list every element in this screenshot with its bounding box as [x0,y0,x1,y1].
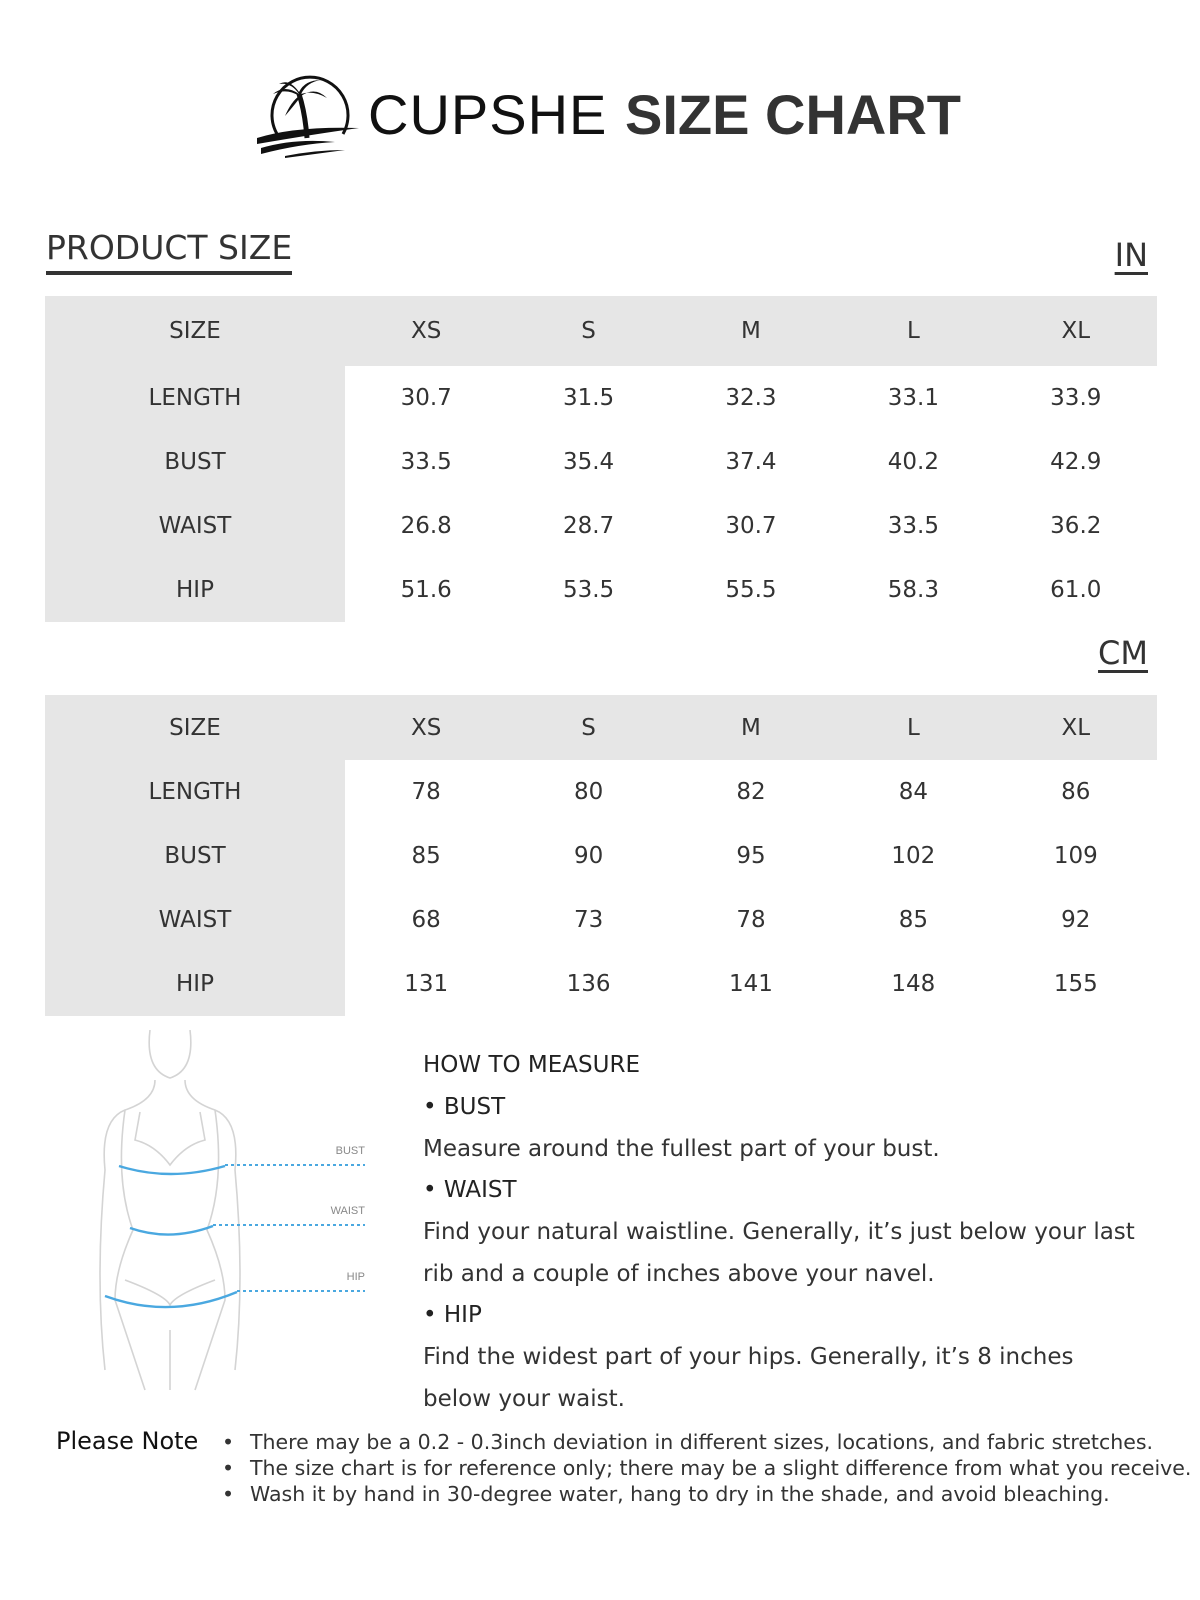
table-cell: 95 [736,843,766,869]
table-cell: 28.7 [562,513,615,539]
table-cell: 51.6 [400,577,452,603]
table-cell: 68 [411,907,441,933]
table-header-row: SIZE XS S M L XL [45,695,1157,760]
table-row: BUST 33.5 35.4 37.4 40.2 42.9 [45,430,1157,494]
table-cell: 141 [729,971,773,997]
hip-text-2: below your waist. [423,1386,625,1412]
table-cell: 92 [1061,907,1091,933]
unit-label-cm: CM [1098,634,1148,672]
table-cell: 36.2 [1050,513,1102,539]
table-cell: 30.7 [400,385,452,411]
table-cell: 32.3 [725,385,777,411]
bust-text: Measure around the fullest part of your … [423,1136,940,1162]
table-cell: 86 [1061,779,1091,805]
table-cell: 90 [573,843,604,869]
table-cell: 73 [573,907,604,933]
row-label: HIP [45,952,345,1016]
row-label: BUST [45,824,345,888]
table-cell: 33.5 [887,513,939,539]
table-row: HIP 131 136 141 148 155 [45,952,1157,1016]
waist-heading: • WAIST [423,1177,517,1203]
cupshe-logo-icon [257,75,359,158]
table-cell: 55.5 [725,577,777,603]
note-item: • The size chart is for reference only; t… [222,1456,1192,1480]
body-measurement-figure: BUST WAIST HIP [99,1030,366,1391]
table-row: HIP 51.6 53.5 55.5 58.3 61.0 [45,558,1157,622]
row-label: BUST [45,430,345,494]
table-cell: 37.4 [725,449,777,475]
note-label: Please Note [56,1427,199,1455]
table-cell: 30.7 [725,513,777,539]
brand-name: CUPSHE [368,83,608,146]
row-label: WAIST [45,888,345,952]
table-cell: 33.5 [400,449,452,475]
hip-label: HIP [347,1271,365,1283]
table-cell: 26.8 [400,513,452,539]
row-label: HIP [45,558,345,622]
waist-label: WAIST [331,1205,366,1217]
row-label: WAIST [45,494,345,558]
bust-heading: • BUST [423,1094,506,1120]
waist-text-1: Find your natural waistline. Generally, … [423,1219,1135,1245]
table-cell: 78 [411,779,441,805]
table-row: LENGTH 30.7 31.5 32.3 33.1 33.9 [45,366,1157,430]
table-cell: 84 [898,779,928,805]
table-cell: 42.9 [1050,449,1102,475]
hip-text-1: Find the widest part of your hips. Gener… [423,1344,1074,1370]
table-cell: 78 [736,907,766,933]
table-cell: 80 [573,779,604,805]
page-title: SIZE CHART [625,83,961,146]
table-cell: 109 [1053,843,1098,869]
size-table-inches: SIZE XS S M L XL LENGTH 30.7 31.5 32.3 33.1 33.9 BUS… [45,296,1157,622]
waist-text-2: rib and a couple of inches above your na… [423,1261,935,1287]
table-header-row: SIZE XS S M L XL [45,296,1157,366]
measure-title: HOW TO MEASURE [423,1052,640,1078]
column-header: SIZE [45,296,345,366]
column-header: S [507,296,670,366]
column-header: M [669,695,833,760]
column-header: XL [994,296,1157,366]
table-cell: 82 [736,779,766,805]
table-cell: 33.1 [887,385,939,411]
table-cell: 31.5 [562,385,615,411]
table-cell: 102 [891,843,936,869]
table-cell: 35.4 [562,449,615,475]
table-cell: 148 [891,971,936,997]
table-cell: 136 [566,971,611,997]
table-cell: 40.2 [887,449,939,475]
table-cell: 85 [411,843,441,869]
table-cell: 58.3 [887,577,939,603]
table-row: WAIST 26.8 28.7 30.7 33.5 36.2 [45,494,1157,558]
table-cell: 85 [898,907,928,933]
table-cell: 155 [1053,971,1098,997]
table-cell: 33.9 [1050,385,1102,411]
table-row: LENGTH 78 80 82 84 86 [45,760,1157,824]
table-cell: 131 [404,971,449,997]
column-header: XS [345,296,508,366]
table-row: BUST 85 90 95 102 109 [45,824,1157,888]
hip-heading: • HIP [423,1302,482,1328]
bust-label: BUST [336,1145,366,1157]
unit-label-in: IN [1114,236,1148,274]
table-cell: 53.5 [562,577,615,603]
table-row: WAIST 68 73 78 85 92 [45,888,1157,952]
section-title: PRODUCT SIZE [46,228,293,275]
note-item: • There may be a 0.2 - 0.3inch deviation … [222,1430,1154,1454]
column-header: S [507,695,670,760]
column-header: SIZE [45,695,345,760]
size-table-cm: SIZE XS S M L XL LENGTH 78 80 82 84 86 BUST 85 90 95 102… [45,695,1157,1016]
note-item: • Wash it by hand in 30-degree water, han… [222,1482,1110,1506]
column-header: L [832,296,995,366]
column-header: XS [345,695,508,760]
row-label: LENGTH [45,366,345,430]
column-header: M [669,296,833,366]
column-header: L [832,695,995,760]
column-header: XL [994,695,1157,760]
table-cell: 61.0 [1050,577,1102,603]
row-label: LENGTH [45,760,345,824]
